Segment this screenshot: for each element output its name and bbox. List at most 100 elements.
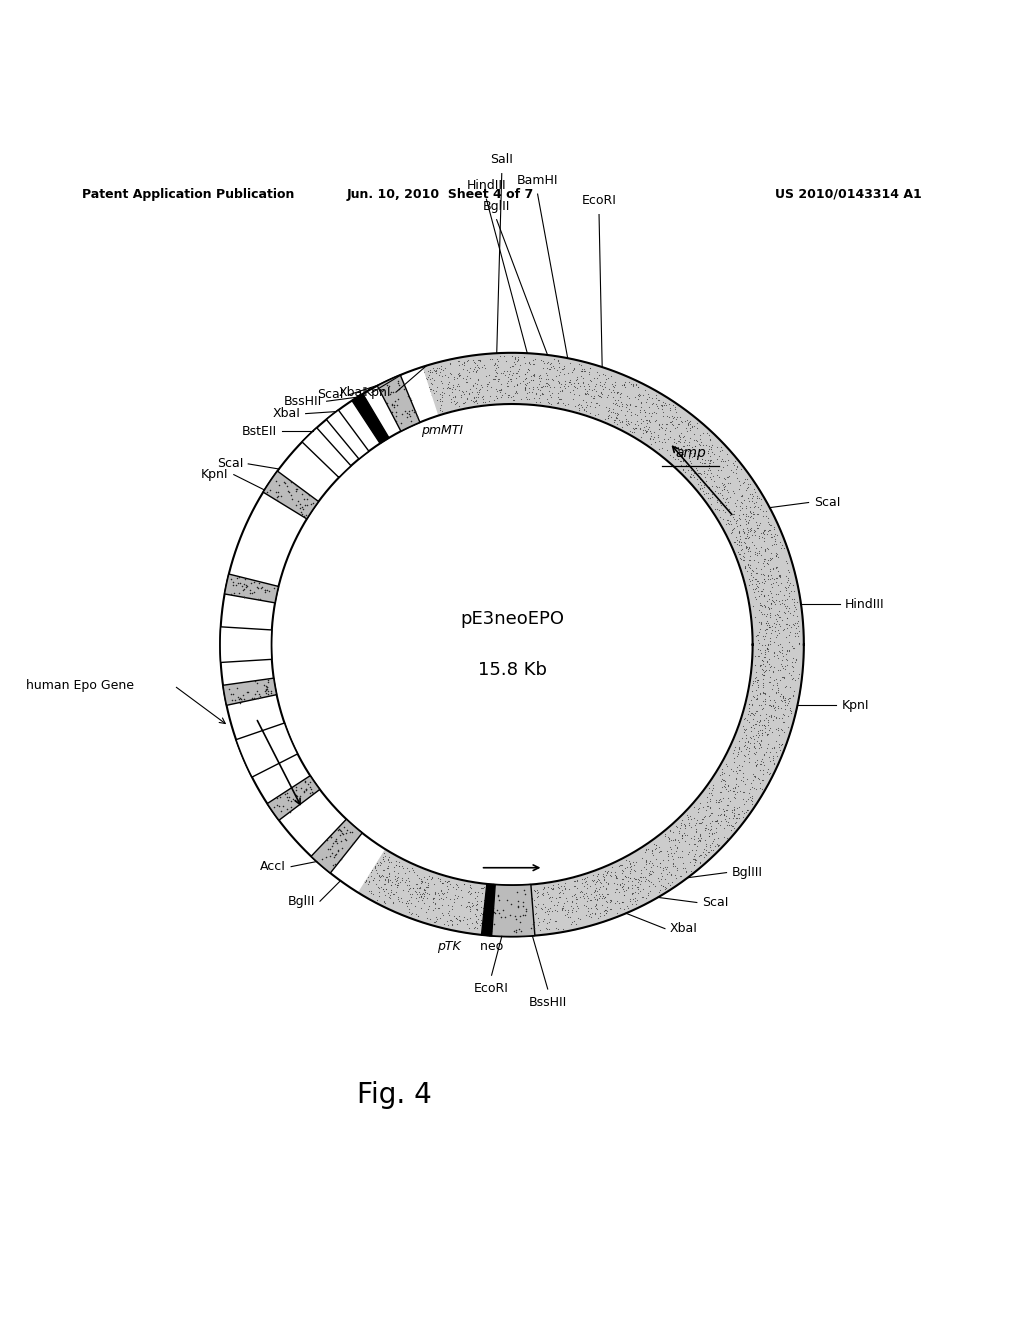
Point — [260, 726, 276, 747]
Point — [388, 391, 404, 412]
Point — [388, 376, 404, 397]
Point — [365, 859, 381, 880]
Point — [267, 755, 284, 776]
Point — [751, 733, 767, 754]
Point — [776, 619, 793, 640]
Point — [359, 416, 376, 437]
Polygon shape — [263, 471, 318, 519]
Point — [402, 385, 419, 407]
Point — [673, 411, 689, 432]
Point — [765, 694, 781, 715]
Point — [450, 374, 466, 395]
Point — [553, 374, 569, 395]
Point — [467, 372, 483, 393]
Point — [247, 539, 263, 560]
Point — [729, 744, 745, 766]
Point — [362, 393, 379, 414]
Point — [276, 797, 293, 818]
Point — [683, 453, 699, 474]
Point — [263, 710, 280, 731]
Point — [342, 434, 358, 455]
Point — [246, 643, 262, 664]
Point — [264, 689, 281, 710]
Point — [486, 368, 503, 389]
Point — [530, 374, 547, 395]
Point — [761, 653, 777, 675]
Point — [761, 764, 777, 785]
Point — [344, 850, 360, 871]
Point — [391, 851, 408, 873]
Point — [354, 401, 371, 422]
Point — [239, 639, 255, 660]
Point — [587, 874, 603, 895]
Point — [731, 531, 748, 552]
Point — [485, 902, 502, 923]
Point — [303, 465, 319, 486]
Point — [584, 903, 600, 924]
Point — [612, 875, 629, 896]
Point — [376, 380, 392, 401]
Point — [301, 779, 317, 800]
Point — [607, 409, 624, 430]
Point — [331, 813, 347, 834]
Point — [403, 400, 420, 421]
Point — [759, 523, 775, 544]
Point — [427, 882, 443, 903]
Point — [339, 846, 355, 867]
Point — [262, 767, 279, 788]
Point — [275, 533, 292, 554]
Point — [280, 536, 296, 557]
Point — [418, 876, 434, 898]
Point — [431, 362, 447, 383]
Point — [548, 887, 564, 908]
Point — [516, 379, 532, 400]
Point — [483, 348, 500, 370]
Point — [749, 504, 765, 525]
Point — [773, 655, 790, 676]
Point — [326, 846, 342, 867]
Point — [748, 755, 764, 776]
Point — [494, 363, 510, 384]
Point — [687, 847, 703, 869]
Point — [736, 549, 753, 570]
Point — [645, 401, 662, 422]
Point — [220, 623, 237, 644]
Point — [744, 726, 761, 747]
Point — [308, 789, 325, 810]
Point — [755, 521, 771, 543]
Point — [306, 429, 323, 450]
Point — [246, 729, 262, 750]
Point — [748, 661, 764, 682]
Point — [281, 752, 297, 774]
Point — [760, 711, 776, 733]
Polygon shape — [311, 820, 362, 873]
Point — [682, 411, 698, 432]
Point — [516, 892, 532, 913]
Point — [397, 374, 414, 395]
Text: EcoRI: EcoRI — [474, 982, 509, 995]
Point — [653, 396, 670, 417]
Point — [735, 521, 752, 543]
Point — [319, 829, 336, 850]
Point — [258, 623, 274, 644]
Point — [731, 780, 748, 801]
Point — [662, 874, 678, 895]
Point — [569, 907, 586, 928]
Point — [427, 883, 443, 904]
Point — [416, 880, 432, 902]
Point — [311, 462, 328, 483]
Point — [575, 371, 592, 392]
Point — [287, 480, 303, 502]
Point — [380, 418, 396, 440]
Point — [468, 374, 484, 395]
Point — [562, 895, 579, 916]
Point — [595, 865, 611, 886]
Point — [287, 791, 303, 812]
Point — [434, 903, 451, 924]
Point — [220, 678, 237, 700]
Point — [283, 756, 299, 777]
Point — [479, 380, 496, 401]
Point — [748, 702, 764, 723]
Point — [470, 350, 486, 371]
Point — [417, 871, 433, 892]
